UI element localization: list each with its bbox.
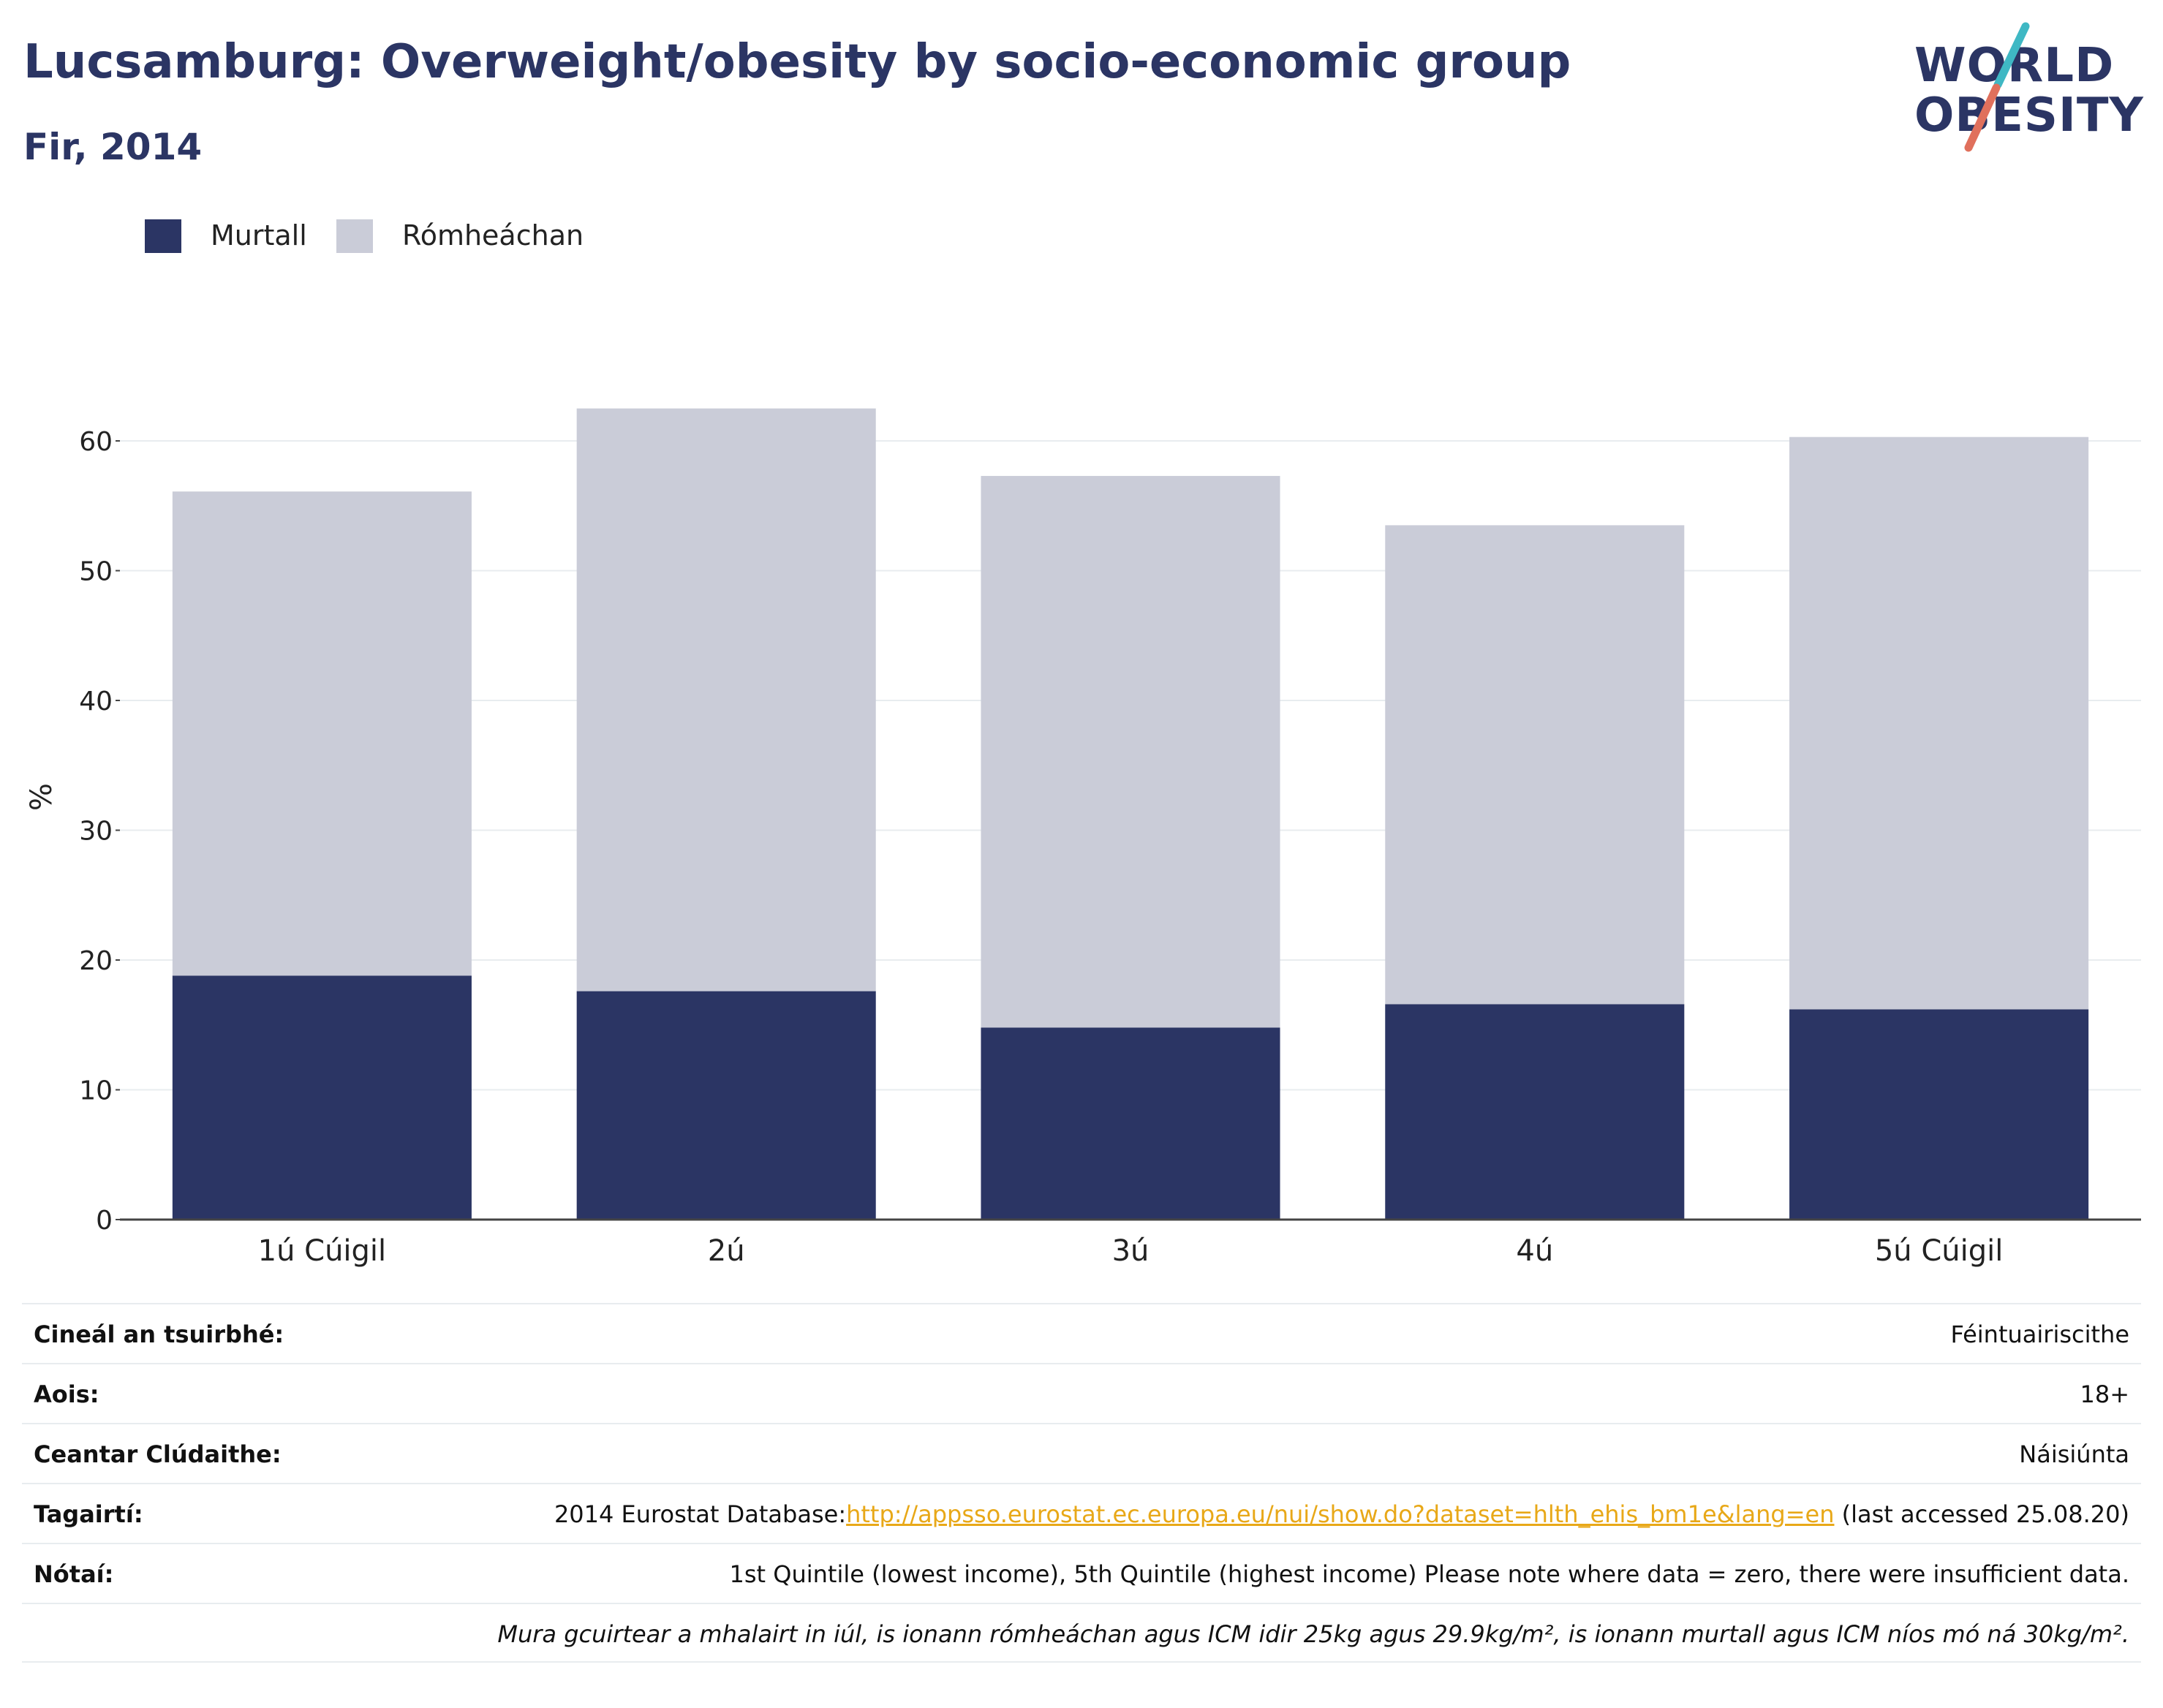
y-tick-label: 50 <box>79 557 113 587</box>
info-row-references: Tagairtí: 2014 Eurostat Database:http://… <box>22 1483 2141 1543</box>
world-obesity-logo[interactable]: WORLD OBESITY <box>1909 22 2143 154</box>
y-tick-label: 40 <box>79 687 113 717</box>
info-value: Náisiúnta <box>2019 1440 2129 1468</box>
bar-chart: 0 10 20 30 40 50 60% 1ú Cúigil 2ú 3ú 4ú 5ú Cúigil <box>25 408 2141 1268</box>
info-value: Mura gcuirtear a mhalairt in iúl, is ion… <box>497 1620 2129 1648</box>
x-tick-label: 2ú <box>708 1234 745 1268</box>
info-label: Nótaí: <box>34 1560 114 1588</box>
x-tick-label: 3ú <box>1112 1234 1150 1268</box>
info-label: Cineál an tsuirbhé: <box>34 1320 284 1348</box>
bar-murtall <box>1789 1009 2089 1220</box>
y-tick-label: 60 <box>79 427 113 457</box>
bar-murtall <box>172 975 472 1220</box>
info-table: Cineál an tsuirbhé: Féintuairiscithe Aoi… <box>22 1303 2141 1663</box>
info-value: 2014 Eurostat Database:http://appsso.eur… <box>554 1500 2129 1528</box>
x-tick-label: 1ú Cúigil <box>258 1234 387 1268</box>
legend-label-murtall: Murtall <box>211 219 307 252</box>
x-tick-label: 5ú Cúigil <box>1875 1234 2004 1268</box>
bar-murtall <box>981 1027 1280 1220</box>
bar-romheachan <box>1789 437 2089 1010</box>
legend-swatch-romheachan <box>336 219 373 253</box>
y-axis-label: % <box>25 783 58 811</box>
info-label: Tagairtí: <box>34 1500 143 1528</box>
reference-link[interactable]: http://appsso.eurostat.ec.europa.eu/nui/… <box>846 1500 1835 1528</box>
info-row-area: Ceantar Clúdaithe: Náisiúnta <box>22 1423 2141 1483</box>
bar-murtall <box>576 991 876 1220</box>
logo-text-obesity: OBESITY <box>1914 88 2144 143</box>
legend-label-romheachan: Rómheáchan <box>402 219 584 252</box>
y-tick-label: 10 <box>79 1076 113 1106</box>
bar-murtall <box>1385 1004 1685 1220</box>
info-row-survey-type: Cineál an tsuirbhé: Féintuairiscithe <box>22 1303 2141 1363</box>
info-row-age: Aois: 18+ <box>22 1363 2141 1423</box>
bar-romheachan <box>172 491 472 976</box>
info-label: Ceantar Clúdaithe: <box>34 1440 282 1468</box>
legend-swatch-murtall <box>145 219 181 253</box>
y-tick-label: 20 <box>79 946 113 976</box>
logo-slash-icon <box>1964 22 2030 152</box>
bar-romheachan <box>981 475 1280 1028</box>
info-row-definition: Mura gcuirtear a mhalairt in iúl, is ion… <box>22 1603 2141 1663</box>
reference-prefix: 2014 Eurostat Database: <box>554 1500 847 1528</box>
info-value: Féintuairiscithe <box>1950 1320 2129 1348</box>
reference-suffix: (last accessed 25.08.20) <box>1834 1500 2129 1528</box>
info-label: Aois: <box>34 1380 99 1408</box>
info-value: 1st Quintile (lowest income), 5th Quinti… <box>729 1560 2130 1588</box>
x-tick-label: 4ú <box>1516 1234 1553 1268</box>
info-row-notes: Nótaí: 1st Quintile (lowest income), 5th… <box>22 1543 2141 1603</box>
chart-title: Lucsamburg: Overweight/obesity by socio-… <box>23 35 1571 89</box>
bar-romheachan <box>1385 525 1685 1005</box>
chart-subtitle: Fir, 2014 <box>23 126 203 168</box>
info-value: 18+ <box>2080 1380 2129 1408</box>
bar-romheachan <box>576 408 876 991</box>
y-tick-label: 0 <box>96 1206 113 1236</box>
y-tick-label: 30 <box>79 817 113 847</box>
